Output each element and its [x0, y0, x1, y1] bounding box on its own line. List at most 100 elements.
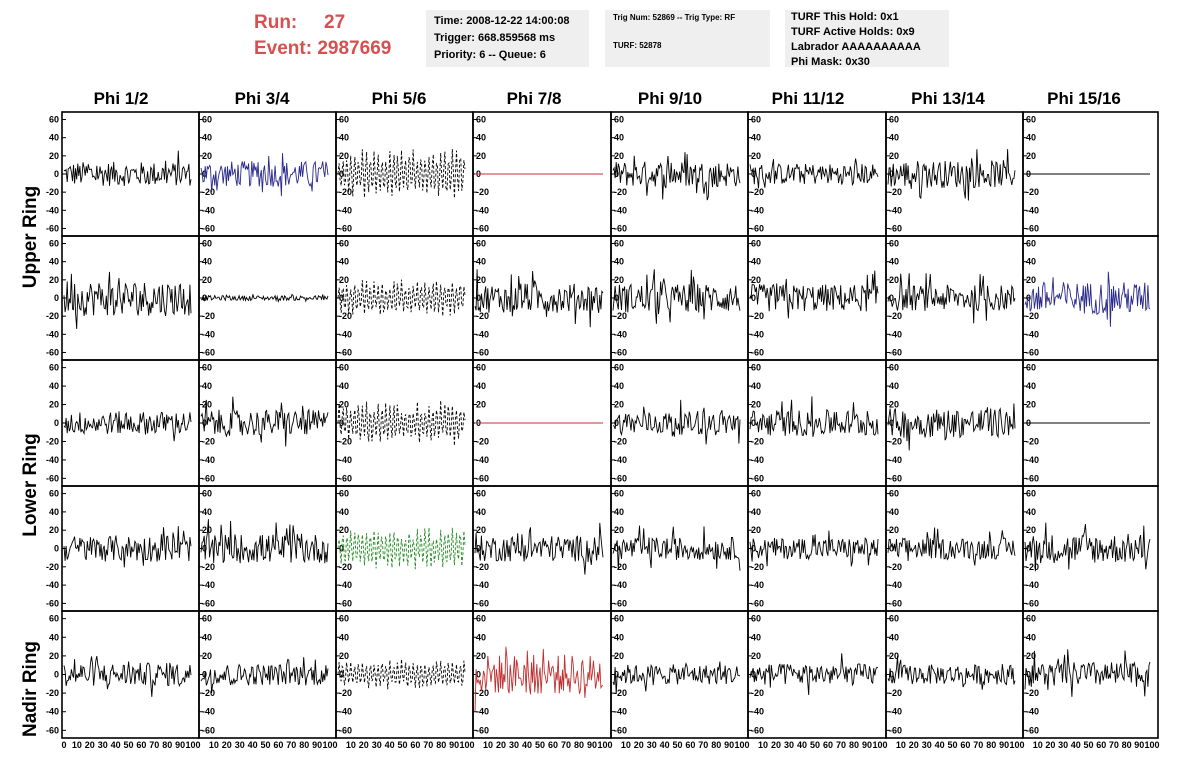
- y-tick-label: 20: [751, 525, 761, 535]
- y-tick-label: 20: [614, 151, 624, 161]
- y-tick-label: -40: [476, 580, 489, 590]
- y-tick-label: -40: [339, 205, 352, 215]
- y-tick-label: 60: [614, 115, 624, 125]
- y-tick-label: -40: [751, 707, 764, 717]
- y-tick-label: -20: [1026, 436, 1039, 446]
- y-tick-label: 20: [476, 275, 486, 285]
- y-tick-label: -20: [476, 311, 489, 321]
- turf-info-box: TURF This Hold: 0x1 TURF Active Holds: 0…: [785, 10, 949, 68]
- x-tick-label: 20: [496, 740, 506, 750]
- y-tick-label: 40: [202, 257, 212, 267]
- x-tick-label: 50: [397, 740, 407, 750]
- y-tick-label: -60: [1026, 223, 1039, 233]
- y-tick-label: 20: [476, 400, 486, 410]
- panel-frame-r4-c3: [335, 485, 474, 612]
- y-tick-label: 60: [202, 363, 212, 373]
- y-tick-label: 60: [49, 363, 59, 373]
- y-tick-label: 40: [751, 381, 761, 391]
- y-tick-label: -20: [202, 436, 215, 446]
- waveform-r2-c4: [474, 269, 604, 328]
- x-tick-label: 60: [685, 740, 695, 750]
- y-tick-label: 40: [476, 381, 486, 391]
- y-tick-label: 20: [614, 651, 624, 661]
- y-tick-label: 20: [202, 525, 212, 535]
- y-tick-label: -40: [476, 329, 489, 339]
- y-tick-label: 40: [1026, 632, 1036, 642]
- y-tick-label: 0: [476, 670, 481, 680]
- x-tick-label: 90: [449, 740, 459, 750]
- y-tick-label: 60: [476, 239, 486, 249]
- y-tick-label: 20: [614, 400, 624, 410]
- x-tick-label: 40: [797, 740, 807, 750]
- y-tick-label: -20: [202, 187, 215, 197]
- trigger-text: Trigger: 668.859568 ms: [434, 32, 556, 44]
- x-tick-label: 20: [771, 740, 781, 750]
- y-tick-label: -20: [339, 311, 352, 321]
- y-tick-label: 60: [202, 489, 212, 499]
- x-tick-label: 50: [1083, 740, 1093, 750]
- y-tick-label: 20: [751, 151, 761, 161]
- x-tick-label: 20: [85, 740, 95, 750]
- y-tick-label: 20: [49, 151, 59, 161]
- x-tick-label: 80: [1122, 740, 1132, 750]
- x-tick-label: 40: [935, 740, 945, 750]
- y-tick-label: -40: [202, 580, 215, 590]
- x-tick-label: 20: [1045, 740, 1055, 750]
- y-tick-label: -40: [889, 455, 902, 465]
- y-tick-label: 60: [751, 115, 761, 125]
- y-tick-label: -40: [1026, 205, 1039, 215]
- x-tick-label: 80: [711, 740, 721, 750]
- y-tick-label: -20: [1026, 311, 1039, 321]
- y-tick-label: -60: [614, 725, 627, 735]
- y-tick-label: -40: [202, 329, 215, 339]
- x-tick-label: 60: [273, 740, 283, 750]
- row-title-upper-ring: Upper Ring: [20, 186, 41, 288]
- waveform-r4-c7: [887, 527, 1016, 566]
- x-tick-label: 30: [1058, 740, 1068, 750]
- y-tick-label: 40: [889, 257, 899, 267]
- x-tick-label: 50: [947, 740, 957, 750]
- y-tick-label: -60: [889, 725, 902, 735]
- y-tick-label: 60: [476, 489, 486, 499]
- y-tick-label: 60: [339, 239, 349, 249]
- y-tick-label: 60: [476, 115, 486, 125]
- y-tick-label: -20: [614, 562, 627, 572]
- y-tick-label: -20: [46, 562, 59, 572]
- waveform-r5-c7: [887, 655, 1016, 690]
- y-tick-label: -60: [339, 598, 352, 608]
- y-tick-label: -40: [1026, 455, 1039, 465]
- y-tick-label: 60: [202, 115, 212, 125]
- y-tick-label: -40: [889, 329, 902, 339]
- x-tick-label: 40: [248, 740, 258, 750]
- y-tick-label: 20: [49, 400, 59, 410]
- y-tick-label: 40: [751, 257, 761, 267]
- x-tick-label: 100: [1144, 740, 1159, 750]
- y-tick-label: -20: [751, 311, 764, 321]
- panel-frame-r5-c7: [885, 610, 1024, 739]
- y-tick-label: 40: [339, 381, 349, 391]
- y-tick-label: -60: [751, 223, 764, 233]
- y-tick-label: 0: [339, 670, 344, 680]
- y-tick-label: 60: [202, 239, 212, 249]
- y-tick-label: -20: [339, 436, 352, 446]
- y-tick-label: -40: [751, 329, 764, 339]
- panel-frame-r1-c2: [198, 111, 337, 237]
- x-tick-label: 30: [98, 740, 108, 750]
- y-tick-label: -20: [751, 187, 764, 197]
- y-tick-label: 20: [49, 651, 59, 661]
- y-tick-label: 60: [751, 614, 761, 624]
- x-tick-label: 50: [672, 740, 682, 750]
- y-tick-label: -60: [339, 347, 352, 357]
- y-tick-label: 20: [751, 651, 761, 661]
- x-tick-label: 100: [185, 740, 200, 750]
- event-value: 2987669: [317, 38, 392, 59]
- y-tick-label: -40: [202, 707, 215, 717]
- y-tick-label: 40: [614, 507, 624, 517]
- x-tick-label: 10: [621, 740, 631, 750]
- y-tick-label: 40: [1026, 133, 1036, 143]
- y-tick-label: -40: [1026, 329, 1039, 339]
- x-tick-label: 70: [286, 740, 296, 750]
- y-tick-label: -20: [476, 187, 489, 197]
- y-tick-label: 20: [751, 400, 761, 410]
- y-tick-label: 20: [202, 400, 212, 410]
